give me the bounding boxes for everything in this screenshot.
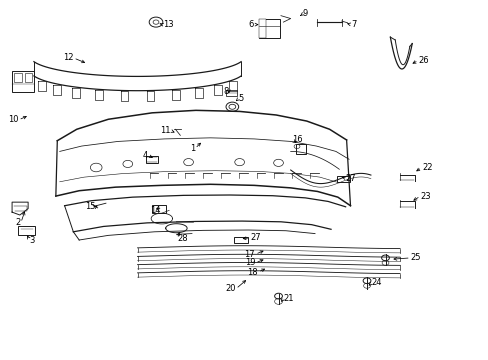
FancyBboxPatch shape [336, 176, 350, 182]
Text: 21: 21 [283, 294, 293, 303]
Text: 27: 27 [250, 233, 261, 242]
Text: 27: 27 [345, 174, 356, 183]
Text: 19: 19 [244, 258, 255, 267]
Text: 4: 4 [142, 151, 148, 160]
FancyBboxPatch shape [152, 205, 165, 213]
FancyBboxPatch shape [259, 18, 279, 38]
FancyBboxPatch shape [259, 18, 266, 38]
FancyBboxPatch shape [19, 226, 35, 235]
Text: 23: 23 [420, 192, 430, 201]
FancyBboxPatch shape [146, 156, 158, 163]
Text: 13: 13 [163, 20, 173, 29]
Text: 16: 16 [291, 135, 302, 144]
Text: 26: 26 [418, 56, 428, 65]
FancyBboxPatch shape [233, 237, 248, 243]
Text: 17: 17 [244, 250, 255, 259]
Text: 11: 11 [160, 126, 170, 135]
Text: 9: 9 [302, 9, 307, 18]
Text: 12: 12 [63, 53, 73, 62]
FancyBboxPatch shape [25, 73, 31, 82]
FancyBboxPatch shape [225, 90, 236, 96]
FancyBboxPatch shape [295, 144, 305, 154]
Text: 28: 28 [177, 234, 188, 243]
Text: 20: 20 [225, 284, 235, 293]
Text: 10: 10 [8, 116, 19, 125]
Text: 18: 18 [247, 268, 258, 277]
Text: 8: 8 [223, 87, 228, 96]
Text: 15: 15 [85, 202, 96, 211]
Text: 25: 25 [410, 253, 421, 262]
Text: 2: 2 [16, 219, 21, 228]
Text: 7: 7 [351, 20, 356, 29]
Text: 24: 24 [371, 278, 382, 287]
Text: 22: 22 [421, 163, 431, 172]
Text: 6: 6 [248, 20, 254, 29]
FancyBboxPatch shape [12, 71, 34, 93]
Text: 5: 5 [238, 94, 244, 103]
Text: 3: 3 [30, 235, 35, 244]
FancyBboxPatch shape [14, 73, 22, 82]
Text: 1: 1 [189, 144, 195, 153]
Text: 14: 14 [150, 206, 161, 215]
